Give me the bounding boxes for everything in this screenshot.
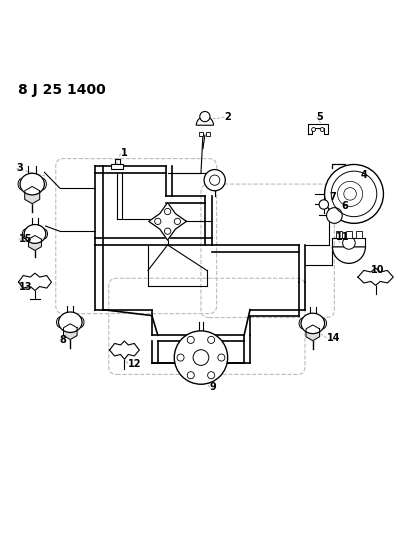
Polygon shape [149,203,186,240]
Bar [336,231,342,238]
Wedge shape [196,117,213,125]
Circle shape [187,336,194,343]
Text: 8: 8 [60,335,66,345]
Circle shape [164,208,171,215]
Text: 3: 3 [16,164,23,173]
Circle shape [319,200,328,209]
Ellipse shape [20,173,44,195]
Circle shape [193,350,209,366]
Ellipse shape [38,178,46,190]
Bar [355,231,362,238]
Ellipse shape [22,229,30,239]
Ellipse shape [299,318,308,329]
Text: 7: 7 [329,192,336,201]
Circle shape [164,228,171,235]
Circle shape [208,372,215,379]
Polygon shape [358,268,393,285]
Circle shape [312,127,316,132]
Polygon shape [306,325,320,341]
Text: 11: 11 [336,232,349,242]
Text: 13: 13 [19,282,33,292]
Ellipse shape [59,312,82,333]
Circle shape [155,218,161,224]
Polygon shape [29,236,41,251]
Text: 8 J 25 1400: 8 J 25 1400 [18,83,106,97]
Ellipse shape [318,318,326,329]
Text: 5: 5 [317,111,324,122]
Circle shape [325,165,383,223]
Text: 4: 4 [361,171,367,181]
Text: 14: 14 [326,333,340,343]
Circle shape [320,127,324,132]
Polygon shape [63,324,77,340]
Wedge shape [332,247,365,263]
Circle shape [343,237,355,249]
Text: 6: 6 [341,200,348,211]
Ellipse shape [75,317,84,328]
Polygon shape [25,187,40,204]
Circle shape [200,111,210,122]
Text: 12: 12 [128,359,141,369]
Text: 2: 2 [224,112,231,123]
Text: 10: 10 [371,265,384,276]
Ellipse shape [18,178,27,190]
Circle shape [174,218,181,224]
Ellipse shape [24,224,46,244]
Ellipse shape [40,229,47,239]
Text: 15: 15 [18,234,32,244]
Circle shape [204,169,225,191]
Polygon shape [109,341,139,359]
Circle shape [174,331,228,384]
Bar [199,132,203,136]
Polygon shape [18,273,51,290]
Ellipse shape [57,317,65,328]
Text: 9: 9 [210,382,217,392]
Circle shape [326,208,342,223]
Text: 1: 1 [121,149,127,158]
Bar [346,231,352,238]
Circle shape [177,354,184,361]
Bar [207,132,211,136]
Circle shape [187,372,194,379]
Circle shape [208,336,215,343]
Polygon shape [308,124,328,134]
Ellipse shape [301,313,325,334]
Bar [111,164,123,169]
Circle shape [218,354,225,361]
